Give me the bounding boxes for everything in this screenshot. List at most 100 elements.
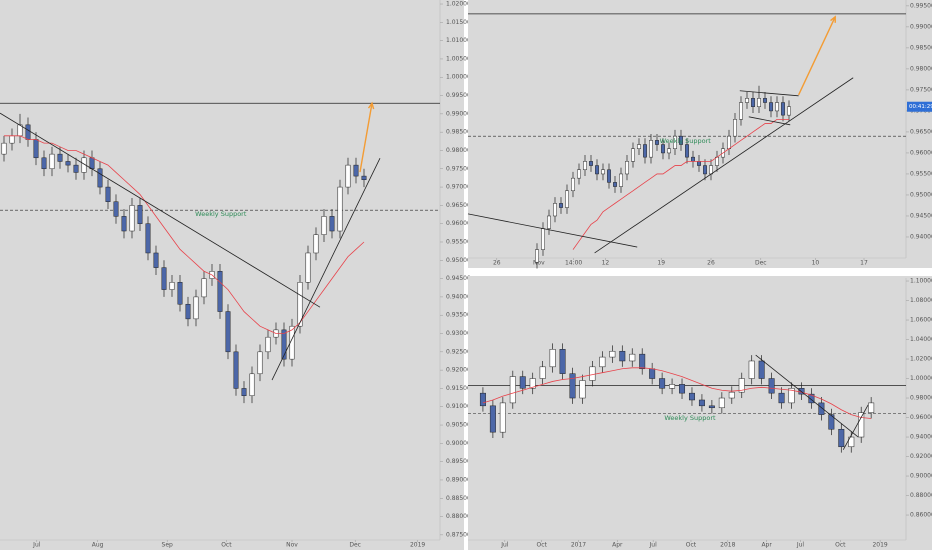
y-tick-label: 0.94000 [910,434,932,441]
candle-body [33,139,39,159]
candle-body [519,376,526,389]
candle-body [241,388,247,397]
candle-body [659,378,666,389]
y-tick-label: 0.93500 [446,312,471,319]
y-tick-label: 1.02000 [446,1,471,8]
candle-body [541,228,545,250]
y-tick-label: 0.95000 [446,257,471,264]
y-tick-label: 1.01500 [446,19,471,26]
candle-body [808,393,815,404]
candle-body [153,252,159,268]
candle-body [751,98,755,107]
candle-body [353,164,359,177]
candle-body [177,282,183,305]
candle-body [595,165,599,175]
y-tick-label: 0.92500 [446,348,471,355]
candle-body [609,350,616,358]
x-tick-label: Oct [835,542,846,549]
trend-line [748,116,791,126]
candle-body [257,351,263,375]
y-tick-label: 0.97500 [910,86,932,93]
candle-body [708,405,715,409]
candle-body [113,201,119,217]
y-tick-label: 0.98500 [446,129,471,136]
y-tick-label: 0.93000 [446,330,471,337]
y-tick-label: 0.90000 [446,440,471,447]
moving-average [482,367,872,419]
candle-body [489,405,496,433]
y-tick-label: 0.87500 [446,531,471,538]
x-tick-label: Oct [536,542,547,549]
y-tick-label: 0.88000 [446,513,471,520]
candle-body [763,98,767,103]
candle-body [643,144,647,158]
candle-body [838,428,845,448]
candle-body [97,168,103,188]
y-tick-label: 1.04000 [910,336,932,343]
candle-body [169,282,175,290]
y-tick-label: 1.00500 [446,55,471,62]
candle-body [691,156,695,162]
projection-arrow [359,103,373,173]
x-tick-label: Jul [32,542,41,549]
y-tick-label: 1.00000 [910,375,932,382]
y-tick-label: 0.92000 [910,453,932,460]
y-tick-label: 0.89500 [446,458,471,465]
candle-body [828,414,835,430]
y-tick-label: 0.96000 [910,414,932,421]
candle-body [709,165,713,175]
panel-background [468,276,932,550]
candle-body [583,161,587,171]
candle-body [619,350,626,362]
candle-body [655,140,659,145]
price-tag-box [907,101,932,112]
candle-body [121,216,127,232]
x-tick-label: Apr [612,542,623,549]
x-tick-label: 14:00 [565,260,582,267]
candle-body [201,278,207,298]
candle-body [553,203,557,217]
candle-body [345,164,351,188]
candle-body [688,392,695,401]
y-tick-label: 0.91500 [446,385,471,392]
y-tick-label: 0.94500 [910,212,932,219]
x-tick-label: Apr [761,542,772,549]
x-tick-label: 26 [707,260,715,267]
x-tick-label: 12 [602,260,610,267]
candle-body [1,142,7,155]
x-tick-label: 2019 [872,542,887,549]
candle-body [727,135,731,149]
y-tick-label: 0.95000 [910,191,932,198]
x-tick-label: Oct [686,542,697,549]
y-tick-label: 0.94000 [910,233,932,240]
candle-body [529,378,536,389]
arrow-head [367,101,375,110]
candle-body [669,384,676,389]
candle-body [607,169,611,183]
projection-arrow [797,16,836,96]
candle-body [25,124,31,140]
y-tick-label: 0.91000 [446,403,471,410]
y-tick-label: 1.02000 [910,356,932,363]
candle-body [105,186,111,202]
candle-body [559,349,566,374]
candle-body [589,366,596,381]
candle-body [589,161,593,166]
x-tick-label: Sep [162,542,174,549]
candle-body [775,102,779,112]
candle-body [73,164,79,173]
x-tick-label: Dec [755,260,767,267]
candle-body [233,351,239,389]
candle-body [539,366,546,379]
y-tick-label: 0.96500 [446,202,471,209]
moving-average [572,118,789,250]
candle-body [599,356,606,368]
y-tick-label: 0.99000 [910,23,932,30]
annotation: Weekly Support [664,414,716,422]
candle-body [673,135,677,149]
y-tick-label: 0.98000 [910,395,932,402]
candle-body [577,169,581,179]
